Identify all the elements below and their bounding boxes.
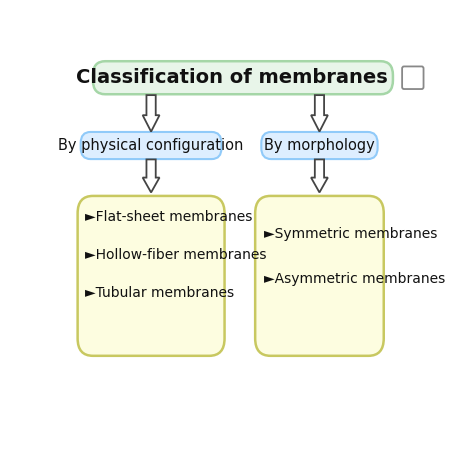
FancyBboxPatch shape xyxy=(78,196,225,356)
FancyBboxPatch shape xyxy=(261,132,378,159)
Text: Classification of membranes: Classification of membranes xyxy=(76,68,388,87)
FancyArrow shape xyxy=(311,95,328,132)
FancyBboxPatch shape xyxy=(93,61,393,94)
Text: ►Hollow-fiber membranes: ►Hollow-fiber membranes xyxy=(85,248,267,262)
Text: By morphology: By morphology xyxy=(264,138,375,153)
Text: ►Tubular membranes: ►Tubular membranes xyxy=(85,286,235,300)
FancyArrow shape xyxy=(143,159,160,192)
FancyBboxPatch shape xyxy=(255,196,384,356)
Text: ►Asymmetric membranes: ►Asymmetric membranes xyxy=(264,273,446,286)
Text: ►Symmetric membranes: ►Symmetric membranes xyxy=(264,227,438,241)
FancyArrow shape xyxy=(143,95,160,132)
FancyBboxPatch shape xyxy=(81,132,221,159)
Text: ►Flat-sheet membranes: ►Flat-sheet membranes xyxy=(85,210,253,224)
Text: By physical configuration: By physical configuration xyxy=(58,138,244,153)
FancyBboxPatch shape xyxy=(402,66,424,89)
FancyArrow shape xyxy=(311,159,328,192)
